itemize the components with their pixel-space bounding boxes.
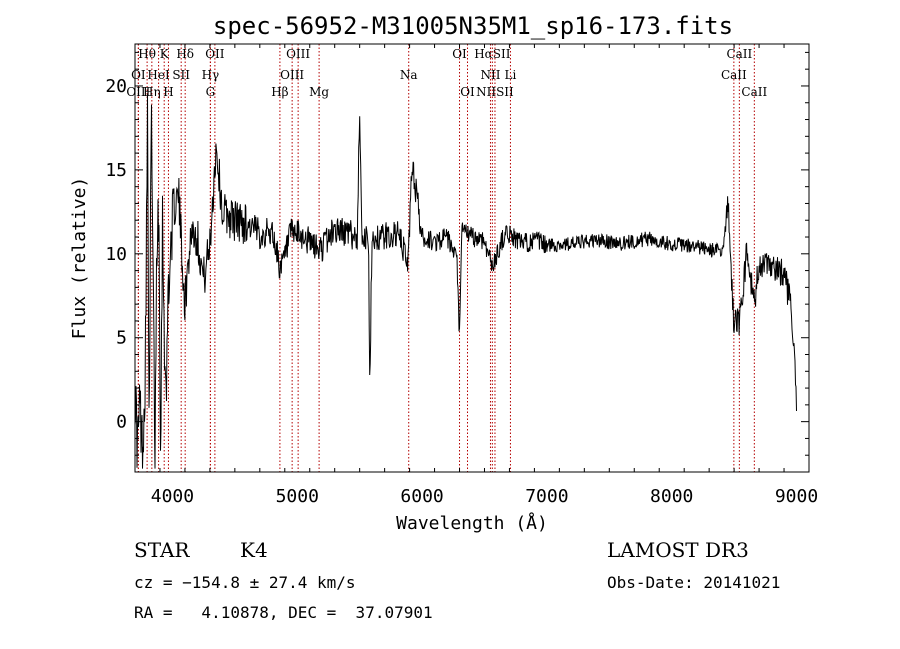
line-marker-label: OIII [126, 85, 150, 99]
line-marker-label: HeI [147, 68, 170, 82]
line-marker-label: K [160, 47, 170, 61]
plot-frame [134, 43, 810, 473]
line-marker-label: CaII [721, 68, 747, 82]
spectrum-line [134, 94, 797, 469]
y-tick-label: 20 [105, 76, 127, 97]
line-marker-label: OIII [286, 47, 310, 61]
object-class: STAR [134, 538, 190, 562]
redshift-info: cz = −154.8 ± 27.4 km/s [134, 573, 356, 592]
observation-date: Obs-Date: 20141021 [607, 573, 781, 592]
line-marker-label: Hγ [202, 68, 220, 82]
spectrum-layer [134, 94, 797, 469]
line-marker-label: CaII [726, 47, 752, 61]
line-markers-layer: Hθ K Hδ OII OIII OI HαSII CaII OI HeI SII Hγ OIII Na N… [126, 44, 767, 472]
line-marker-label: H [163, 85, 173, 99]
line-marker-label: Li [505, 68, 517, 82]
x-axis-label: Wavelength (Å) [396, 512, 548, 534]
line-marker-label: G [206, 85, 216, 99]
chart-title: spec-56952-M31005N35M1_sp16-173.fits [213, 12, 733, 40]
y-axis-label: Flux (relative) [69, 177, 90, 340]
x-tick-label: 9000 [775, 486, 818, 507]
survey-name: LAMOST DR3 [607, 538, 749, 562]
x-tick-label: 5000 [276, 486, 319, 507]
line-marker-label: OI [460, 85, 475, 99]
x-tick-label: 8000 [650, 486, 693, 507]
line-marker-label: Hδ [176, 47, 194, 61]
line-marker-label: Mg [309, 85, 329, 99]
y-tick-label: 15 [105, 160, 127, 181]
x-tick-label: 7000 [525, 486, 568, 507]
y-tick-label: 0 [116, 412, 127, 433]
line-marker-label: OIII [280, 68, 304, 82]
x-tick-label: 4000 [151, 486, 194, 507]
line-marker-label: Hη [143, 85, 161, 99]
line-marker-label: Hβ [271, 85, 288, 99]
ticks-layer: 4000 5000 6000 7000 8000 9000 0 5 10 15 20 [105, 44, 818, 507]
line-marker-label: HαSII [474, 47, 511, 61]
line-marker-label: OI [452, 47, 467, 61]
x-tick-label: 6000 [400, 486, 443, 507]
coordinates-info: RA = 4.10878, DEC = 37.07901 [134, 603, 433, 622]
line-marker-label: CaII [741, 85, 767, 99]
y-tick-label: 10 [105, 244, 127, 265]
line-marker-label: Hθ [138, 47, 156, 61]
line-marker-label: NII [480, 68, 500, 82]
y-tick-label: 5 [116, 328, 127, 349]
object-subclass: K4 [240, 538, 268, 562]
line-marker-label: Na [400, 68, 418, 82]
line-marker-label: NIISII [476, 85, 514, 99]
line-marker-label: OII [205, 47, 225, 61]
line-marker-label: SII [172, 68, 190, 82]
